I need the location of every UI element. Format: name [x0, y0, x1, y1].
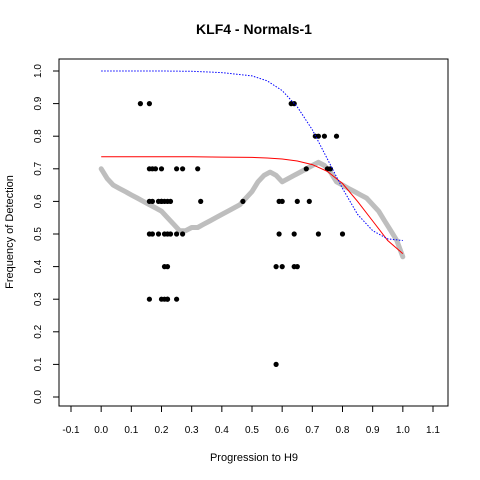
x-tick-label: 0.4	[215, 425, 229, 436]
data-point	[315, 231, 321, 237]
chart-title: KLF4 - Normals-1	[196, 21, 312, 37]
data-point	[167, 198, 174, 204]
y-tick-label: 0.0	[33, 390, 44, 404]
data-point	[174, 296, 180, 302]
data-point	[149, 198, 155, 204]
y-tick-label: 0.2	[33, 324, 44, 338]
x-tick-label: 1.0	[396, 425, 410, 436]
data-point	[158, 166, 165, 172]
data-point	[273, 361, 279, 367]
x-axis-label: Progression to H9	[210, 452, 298, 464]
data-point	[149, 231, 155, 237]
dotted-curve	[101, 70, 403, 241]
smooth-curve	[98, 159, 406, 260]
data-point	[152, 166, 159, 172]
data-point	[164, 231, 171, 237]
data-point	[315, 133, 321, 139]
data-point	[164, 296, 171, 302]
x-tick-label: 0.1	[124, 425, 138, 436]
x-tick-label: 0.7	[305, 425, 319, 436]
y-tick-label: 0.5	[33, 227, 44, 241]
x-tick-label: 0.3	[185, 425, 199, 436]
data-point	[146, 101, 152, 107]
y-tick-label: 1.0	[33, 64, 44, 78]
data-point	[306, 198, 312, 204]
data-point	[276, 231, 282, 237]
data-point	[294, 198, 300, 204]
data-point	[303, 166, 309, 172]
y-tick-label: 0.7	[33, 161, 44, 175]
data-point	[180, 231, 186, 237]
data-point	[333, 133, 340, 139]
y-tick-label: 0.8	[33, 129, 44, 143]
y-tick-label: 0.3	[33, 292, 44, 306]
data-point	[146, 296, 152, 302]
data-point	[291, 264, 297, 270]
data-point	[273, 264, 279, 270]
data-point	[137, 101, 143, 107]
data-point	[155, 231, 162, 237]
data-point	[174, 231, 180, 237]
data-point	[164, 264, 171, 270]
fit-line	[101, 156, 404, 254]
data-point	[158, 296, 165, 302]
data-point	[240, 198, 246, 204]
y-tick-label: 0.1	[33, 357, 44, 371]
x-tick-label: -0.1	[62, 425, 80, 436]
data-point	[180, 166, 186, 172]
y-tick-label: 0.9	[33, 96, 44, 110]
data-point	[195, 166, 201, 172]
y-axis-label: Frequency of Detection	[4, 175, 16, 289]
x-axis: -0.1 0.0 0.1 0.2 0.3 0.4 0.5 0.6 0.7 0.8 0.9 1.0 1.1	[62, 405, 440, 436]
data-point	[291, 231, 297, 237]
y-tick-label: 0.6	[33, 194, 44, 208]
data-point	[279, 264, 285, 270]
x-tick-label: 0.9	[366, 425, 380, 436]
data-point	[279, 198, 285, 204]
x-tick-label: 0.6	[275, 425, 289, 436]
data-point	[158, 198, 165, 204]
x-tick-label: 1.1	[426, 425, 440, 436]
x-tick-label: 0.5	[245, 425, 259, 436]
x-tick-label: 0.0	[94, 425, 108, 436]
data-point	[174, 166, 180, 172]
x-tick-label: 0.8	[336, 425, 350, 436]
data-point	[339, 231, 346, 237]
y-tick-label: 0.4	[33, 259, 44, 273]
data-point	[321, 133, 327, 139]
data-point	[327, 166, 333, 172]
y-axis: 0.0 0.1 0.2 0.3 0.4 0.5 0.6 0.7 0.8 0.9 1.0	[33, 64, 60, 404]
x-tick-label: 0.2	[155, 425, 169, 436]
data-point	[198, 198, 204, 204]
